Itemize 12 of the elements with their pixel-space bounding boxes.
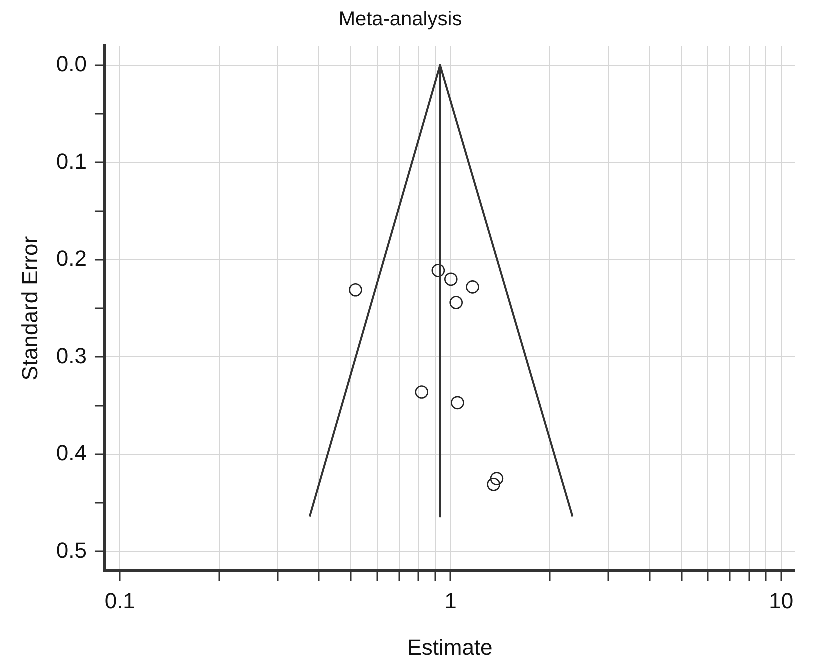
y-tick-label: 0.3 (56, 343, 87, 368)
x-tick-label: 10 (769, 588, 794, 614)
chart-title: Meta-analysis (338, 8, 462, 31)
y-tick-label: 0.2 (56, 246, 87, 272)
y-tick-label: 0.0 (56, 52, 87, 77)
y-tick-label: 0.4 (56, 440, 87, 466)
y-tick-label: 0.5 (56, 538, 87, 563)
x-tick-label: 1 (444, 588, 457, 614)
x-axis-title: Estimate (407, 634, 493, 660)
y-axis-title: Standard Error (17, 236, 42, 381)
x-tick-label: 0.1 (104, 588, 136, 614)
y-tick-label: 0.1 (56, 148, 87, 174)
